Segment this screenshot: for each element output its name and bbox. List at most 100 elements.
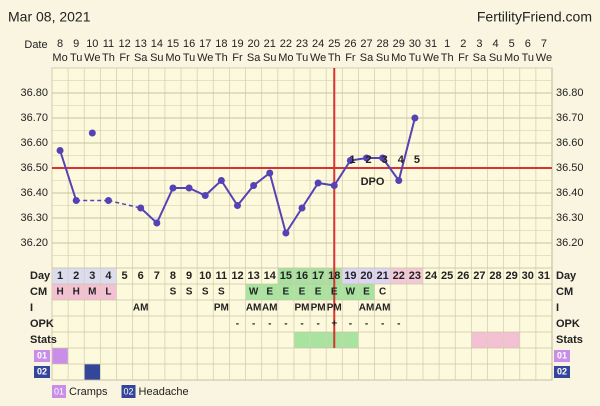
legend-swatch (52, 385, 66, 398)
day-number: 11 (216, 270, 228, 282)
cell-highlight (503, 332, 520, 348)
temperature-point (250, 182, 258, 189)
temperature-point (298, 204, 306, 212)
y-tick-label-right: 36.40 (556, 187, 584, 199)
intercourse-cell: PM (327, 303, 342, 314)
cell-highlight (293, 284, 311, 300)
date-label: 16 (183, 38, 195, 50)
day-number: 8 (170, 270, 176, 282)
opk-cell: - (316, 319, 319, 330)
cm-cell: S (202, 287, 209, 298)
day-number: 5 (122, 270, 128, 282)
legend-code: 02 (124, 386, 134, 396)
day-number: 15 (280, 270, 292, 282)
date-label: 19 (231, 38, 243, 50)
temperature-point (201, 192, 209, 199)
cell-highlight (487, 332, 504, 348)
weekday-label: Sa (134, 52, 148, 64)
y-tick-label-right: 36.20 (556, 237, 584, 249)
y-tick-label-right: 36.70 (556, 112, 584, 124)
temperature-point (56, 147, 64, 154)
row-label: 02 (37, 366, 47, 376)
date-label: 25 (328, 38, 340, 50)
date-label: 12 (118, 38, 130, 50)
temperature-point (169, 184, 177, 192)
temperature-line (59, 150, 78, 201)
cm-cell: C (379, 287, 386, 298)
weekday-label: Su (376, 52, 389, 64)
day-number: 13 (247, 270, 259, 282)
day-number: 28 (489, 270, 501, 282)
intercourse-cell: AM (262, 303, 278, 314)
weekday-label: Th (441, 52, 454, 64)
temperature-point (217, 177, 225, 184)
date-label: 23 (296, 38, 308, 50)
weekday-label: Sa (247, 52, 261, 64)
dpo-number: 3 (382, 154, 388, 166)
weekday-label: We (310, 52, 326, 64)
opk-cell: - (284, 319, 287, 330)
day-number: 10 (199, 270, 211, 282)
weekday-label: Fr (119, 52, 130, 64)
temperature-point (379, 154, 387, 162)
opk-cell: + (331, 319, 337, 330)
row-label-right: I (556, 302, 559, 314)
y-tick-label-right: 36.50 (556, 162, 584, 174)
weekday-label: Sa (473, 52, 487, 64)
cell-highlight (68, 284, 85, 300)
cm-cell: H (56, 287, 63, 298)
date-label: 18 (215, 38, 227, 50)
cell-highlight (84, 268, 101, 284)
temperature-point (395, 177, 403, 184)
cell-highlight (293, 268, 311, 284)
date-label: 20 (247, 38, 259, 50)
date-label: 22 (280, 38, 292, 50)
cell-highlight (261, 284, 278, 300)
cell-highlight (471, 332, 488, 348)
day-number: 27 (473, 270, 485, 282)
date-label: 27 (360, 38, 372, 50)
cell-highlight (310, 268, 327, 284)
day-number: 20 (360, 270, 372, 282)
dpo-number: 1 (349, 154, 355, 166)
cell-highlight (100, 284, 117, 300)
y-tick-label: 36.60 (20, 137, 48, 149)
date-label: Date (24, 39, 47, 51)
day-number: 1 (57, 270, 63, 282)
weekday-label: Tu (70, 52, 82, 64)
date-label: 11 (103, 38, 114, 50)
date-label: 2 (460, 38, 466, 50)
intercourse-cell: PM (295, 303, 310, 314)
temperature-point (233, 202, 241, 209)
day-number: 29 (506, 270, 518, 282)
legend-label: Headache (139, 386, 189, 398)
date-label: 6 (525, 38, 531, 50)
cell-highlight (52, 284, 69, 300)
cell-highlight (52, 268, 69, 284)
plot-area (51, 67, 553, 381)
day-number: 4 (105, 270, 112, 282)
day-number: 18 (328, 270, 340, 282)
date-label: 7 (541, 38, 547, 50)
opk-cell: - (349, 319, 352, 330)
day-number: 17 (312, 270, 324, 282)
cell-highlight (342, 332, 359, 348)
opk-cell: - (300, 319, 303, 330)
temperature-point (185, 184, 193, 192)
header-date: Mar 08, 2021 (8, 9, 91, 25)
row-label: CM (30, 286, 47, 298)
y-tick-label: 36.40 (20, 187, 48, 199)
day-number: 30 (522, 270, 534, 282)
day-number: 2 (73, 270, 79, 282)
row-label-right: Day (556, 270, 577, 282)
cm-cell: M (88, 287, 96, 298)
cm-cell: S (170, 287, 177, 298)
legend-swatch (121, 385, 136, 398)
weekday-label: Su (263, 52, 276, 64)
cell-highlight (293, 332, 311, 348)
opk-cell: - (252, 319, 255, 330)
day-number: 16 (296, 270, 308, 282)
cell-highlight (100, 268, 117, 284)
row-label: I (30, 302, 33, 314)
